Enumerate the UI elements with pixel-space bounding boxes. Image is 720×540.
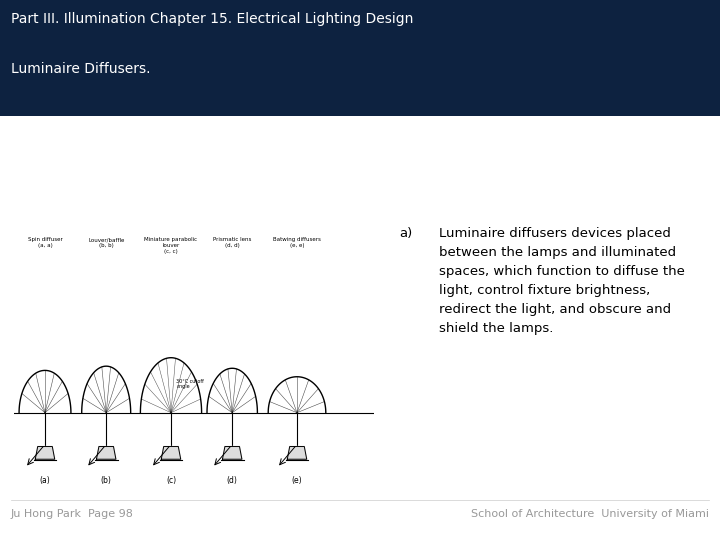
Text: Luminaire diffusers devices placed
between the lamps and illuminated
spaces, whi: Luminaire diffusers devices placed betwe… <box>439 227 685 335</box>
Polygon shape <box>287 447 307 459</box>
Text: Luminaire Diffusers.: Luminaire Diffusers. <box>11 62 150 76</box>
FancyBboxPatch shape <box>0 0 720 116</box>
Polygon shape <box>161 447 181 459</box>
Polygon shape <box>35 447 55 459</box>
Text: Prismatic lens
(d, d): Prismatic lens (d, d) <box>213 237 251 248</box>
Text: Batwing diffusers
(e, e): Batwing diffusers (e, e) <box>273 237 321 248</box>
Text: 30°C cutoff
angle: 30°C cutoff angle <box>176 379 204 389</box>
Text: a): a) <box>400 227 413 240</box>
Polygon shape <box>96 447 116 459</box>
Text: Miniature parabolic
louver
(c, c): Miniature parabolic louver (c, c) <box>145 237 197 254</box>
Polygon shape <box>222 447 242 459</box>
Text: Part III. Illumination Chapter 15. Electrical Lighting Design: Part III. Illumination Chapter 15. Elect… <box>11 12 413 26</box>
Text: (b): (b) <box>101 476 112 485</box>
Text: (e): (e) <box>292 476 302 485</box>
Text: (c): (c) <box>166 476 176 485</box>
Text: School of Architecture  University of Miami: School of Architecture University of Mia… <box>471 509 709 519</box>
Text: Ju Hong Park  Page 98: Ju Hong Park Page 98 <box>11 509 134 519</box>
Text: (d): (d) <box>227 476 238 485</box>
Text: (a): (a) <box>40 476 50 485</box>
Text: Louver/baffle
(b, b): Louver/baffle (b, b) <box>88 237 125 248</box>
Text: Spin diffuser
(a, a): Spin diffuser (a, a) <box>27 237 63 248</box>
